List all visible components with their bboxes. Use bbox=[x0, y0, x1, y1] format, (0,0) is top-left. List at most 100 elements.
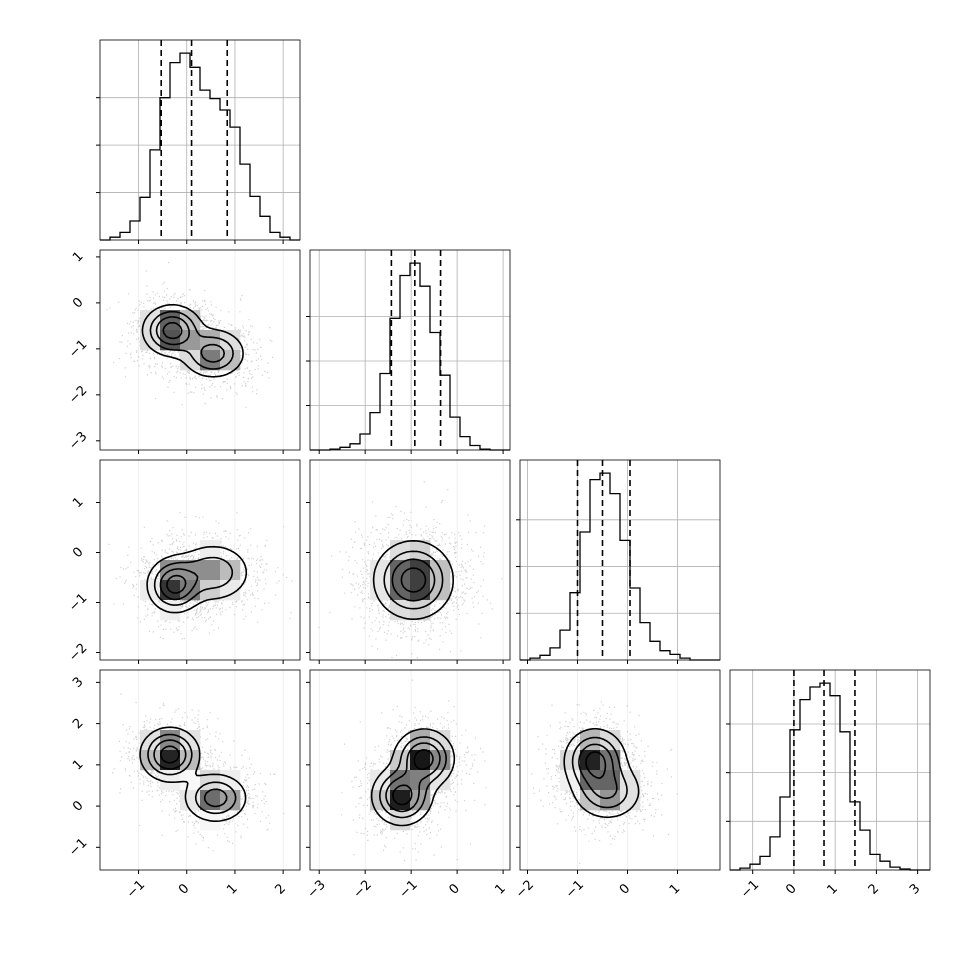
contour-line-1 bbox=[383, 550, 444, 610]
density-cell bbox=[160, 580, 181, 601]
density-cell bbox=[140, 730, 161, 751]
density-cell bbox=[180, 730, 201, 751]
y-tick-label: 3 bbox=[70, 674, 86, 690]
y-tick-label: 0 bbox=[70, 545, 86, 561]
density-cell bbox=[220, 330, 241, 351]
scatter-panel-1-3 bbox=[306, 669, 511, 874]
y-tick-label: −1 bbox=[66, 591, 90, 615]
density-cell bbox=[220, 580, 241, 601]
y-tick-label: −1 bbox=[66, 337, 90, 361]
x-tick-label: 0 bbox=[783, 881, 799, 897]
x-tick-label: 1 bbox=[824, 881, 840, 897]
density-cell bbox=[580, 770, 601, 791]
density-cell bbox=[140, 310, 161, 331]
density-cell bbox=[220, 560, 241, 581]
density-cell bbox=[410, 540, 431, 561]
contour-line-2 bbox=[385, 742, 441, 813]
x-tick-label: 1 bbox=[492, 881, 508, 897]
histogram-step-2 bbox=[520, 472, 720, 661]
contour-line-3 bbox=[160, 745, 180, 764]
density-cell bbox=[600, 770, 621, 791]
x-tick-label: −1 bbox=[397, 877, 421, 901]
density-cell bbox=[620, 770, 641, 791]
density-cell bbox=[180, 350, 201, 371]
contour-line-0 bbox=[563, 728, 640, 819]
histogram-panel-0 bbox=[96, 39, 301, 244]
scatter-panel-0-3 bbox=[96, 669, 301, 874]
density-cell bbox=[220, 790, 241, 811]
density-cell bbox=[390, 580, 411, 601]
density-cell bbox=[410, 770, 431, 791]
x-tick-label: 0 bbox=[617, 881, 633, 897]
histogram-step-3 bbox=[730, 682, 930, 871]
contour-line-2 bbox=[578, 743, 618, 800]
density-cell bbox=[430, 770, 451, 791]
density-cell bbox=[160, 750, 181, 771]
density-cell bbox=[580, 730, 601, 751]
scatter-points bbox=[106, 261, 274, 408]
y-tick-label: 0 bbox=[70, 295, 86, 311]
scatter-panel-1-2 bbox=[306, 459, 511, 664]
contour-line-3 bbox=[166, 574, 187, 594]
density-cell bbox=[600, 730, 621, 751]
contour-line-2 bbox=[391, 558, 436, 602]
density-cell bbox=[390, 790, 411, 811]
density-cell bbox=[390, 810, 411, 831]
panel-frame bbox=[519, 459, 721, 661]
y-tick-label: 0 bbox=[70, 798, 86, 814]
y-tick-label: −3 bbox=[66, 429, 90, 453]
density-cell bbox=[200, 770, 221, 791]
x-tick-label: −1 bbox=[563, 877, 587, 901]
density-cell bbox=[410, 600, 431, 621]
y-tick-label: −2 bbox=[66, 641, 90, 665]
density-cell bbox=[200, 560, 221, 581]
scatter-points bbox=[318, 481, 503, 659]
x-tick-label: −2 bbox=[351, 877, 375, 901]
histogram-step-1 bbox=[310, 262, 510, 451]
contour-line-3 bbox=[400, 567, 427, 593]
histogram-panel-1 bbox=[306, 249, 511, 454]
y-tick-label: −2 bbox=[66, 383, 90, 407]
contour-line-3 bbox=[585, 751, 607, 779]
scatter-panel-0-2 bbox=[96, 459, 301, 664]
density-cell bbox=[140, 750, 161, 771]
x-tick-label: 2 bbox=[866, 881, 882, 897]
contour-line-1 bbox=[153, 556, 234, 606]
panel-frame bbox=[309, 669, 511, 871]
density-cell bbox=[430, 730, 451, 751]
x-tick-label: −1 bbox=[124, 877, 148, 901]
panel-frame bbox=[519, 669, 721, 871]
contour-line-1 bbox=[149, 310, 234, 370]
y-tick-label: 1 bbox=[70, 495, 86, 511]
density-cell bbox=[140, 330, 161, 351]
histogram-panel-3 bbox=[726, 669, 931, 874]
contour-line-0 bbox=[139, 726, 247, 822]
y-tick-label: 2 bbox=[70, 716, 86, 732]
density-cell bbox=[390, 560, 411, 581]
density-cell bbox=[620, 790, 641, 811]
contour-line-3 bbox=[162, 321, 183, 340]
density-cell bbox=[580, 750, 601, 771]
contour-line-2 bbox=[155, 316, 225, 363]
panel-frame bbox=[729, 669, 931, 871]
x-tick-label: 0 bbox=[446, 881, 462, 897]
density-cell bbox=[180, 330, 201, 351]
density-cell bbox=[160, 770, 181, 791]
panel-frame bbox=[309, 459, 511, 661]
density-cell bbox=[560, 750, 581, 771]
panel-frame bbox=[99, 669, 301, 871]
contour-line-0 bbox=[372, 540, 454, 620]
histogram-panel-2 bbox=[516, 459, 721, 664]
panel-frame bbox=[99, 39, 301, 241]
panel-frame bbox=[309, 249, 511, 451]
x-tick-label: 2 bbox=[272, 881, 288, 897]
density-cell bbox=[200, 350, 221, 371]
contour-line-3 bbox=[392, 749, 434, 806]
scatter-points bbox=[112, 693, 285, 852]
contour-line-0 bbox=[370, 728, 456, 827]
x-tick-label: −1 bbox=[738, 877, 762, 901]
x-tick-label: −2 bbox=[513, 877, 537, 901]
scatter-panel-2-3 bbox=[516, 669, 721, 874]
x-tick-label: −3 bbox=[305, 877, 329, 901]
